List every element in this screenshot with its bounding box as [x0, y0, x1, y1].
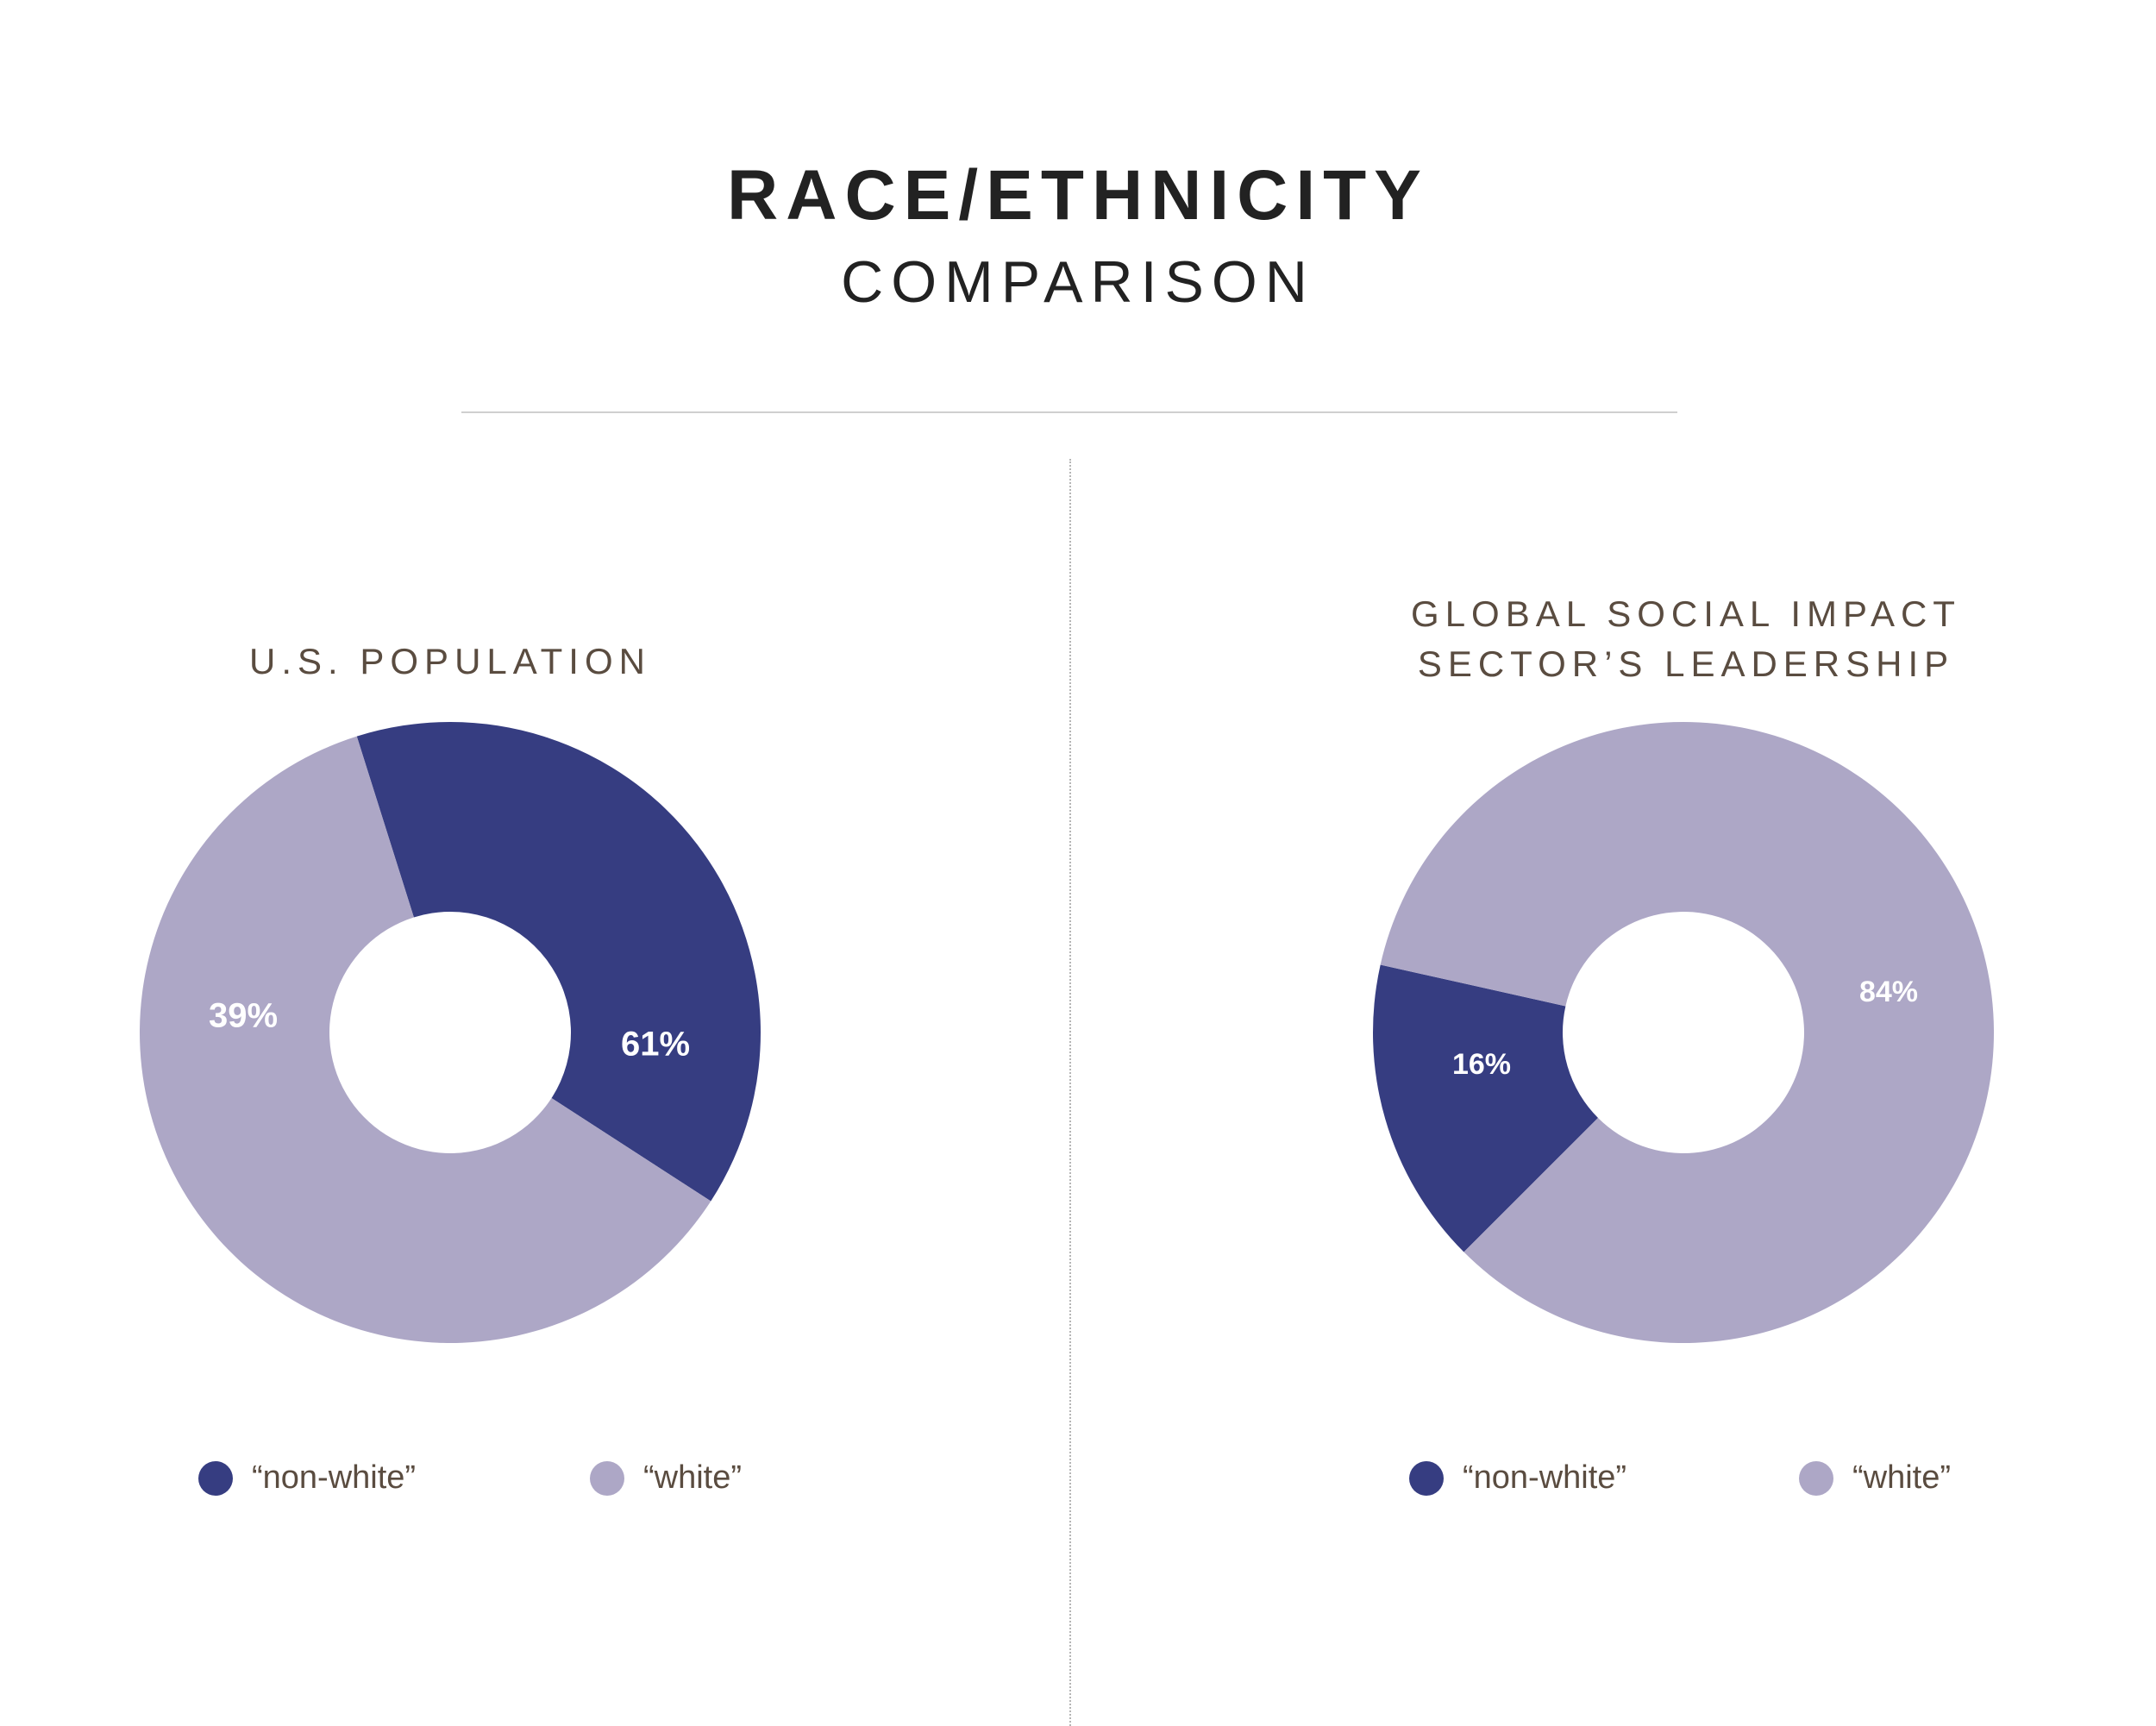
data-label-white: 61% — [621, 1026, 690, 1064]
legend-swatch-white — [590, 1460, 624, 1496]
title-divider — [461, 411, 1677, 413]
page-subtitle: COMPARISON — [841, 249, 1315, 315]
legend-label: “non-white” — [252, 1459, 417, 1496]
legend-label: “white” — [1852, 1459, 1952, 1496]
legend-swatch-non-white — [198, 1460, 233, 1496]
data-label-non-white: 16% — [1452, 1048, 1511, 1081]
chart-separator — [1069, 459, 1071, 1726]
chart-title-line-1: GLOBAL SOCIAL IMPACT — [1411, 593, 1961, 634]
donut-slice-non-white — [1372, 964, 1599, 1252]
legend-item-non-white: “non-white” — [198, 1459, 416, 1497]
legend-item-white: “white” — [1799, 1459, 1951, 1497]
donut-slice-white — [140, 736, 711, 1344]
legend-swatch-non-white — [1409, 1460, 1444, 1496]
legend-item-non-white: “non-white” — [1409, 1459, 1626, 1497]
data-label-non-white: 39% — [209, 997, 278, 1035]
chart-title-leadership: GLOBAL SOCIAL IMPACT SECTOR’S LEADERSHIP — [1250, 589, 2122, 689]
data-label-white: 84% — [1859, 976, 1918, 1008]
page-title: RACE/ETHNICITY — [727, 156, 1429, 235]
donut-slice-non-white — [356, 722, 761, 1202]
chart-title-us-population: U.S. POPULATION — [249, 641, 651, 681]
legend-swatch-white — [1799, 1460, 1833, 1496]
legend-label: “non-white” — [1463, 1459, 1627, 1496]
legend-item-white: “white” — [590, 1459, 742, 1497]
chart-title-line-2: SECTOR’S LEADERSHIP — [1417, 643, 1955, 684]
donut-slice-white — [1380, 722, 1994, 1343]
legend-label: “white” — [643, 1459, 743, 1496]
